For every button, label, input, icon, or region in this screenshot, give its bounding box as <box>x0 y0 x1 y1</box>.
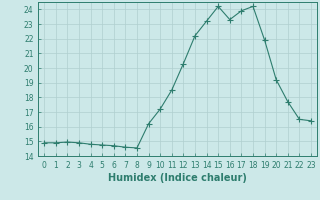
X-axis label: Humidex (Indice chaleur): Humidex (Indice chaleur) <box>108 173 247 183</box>
